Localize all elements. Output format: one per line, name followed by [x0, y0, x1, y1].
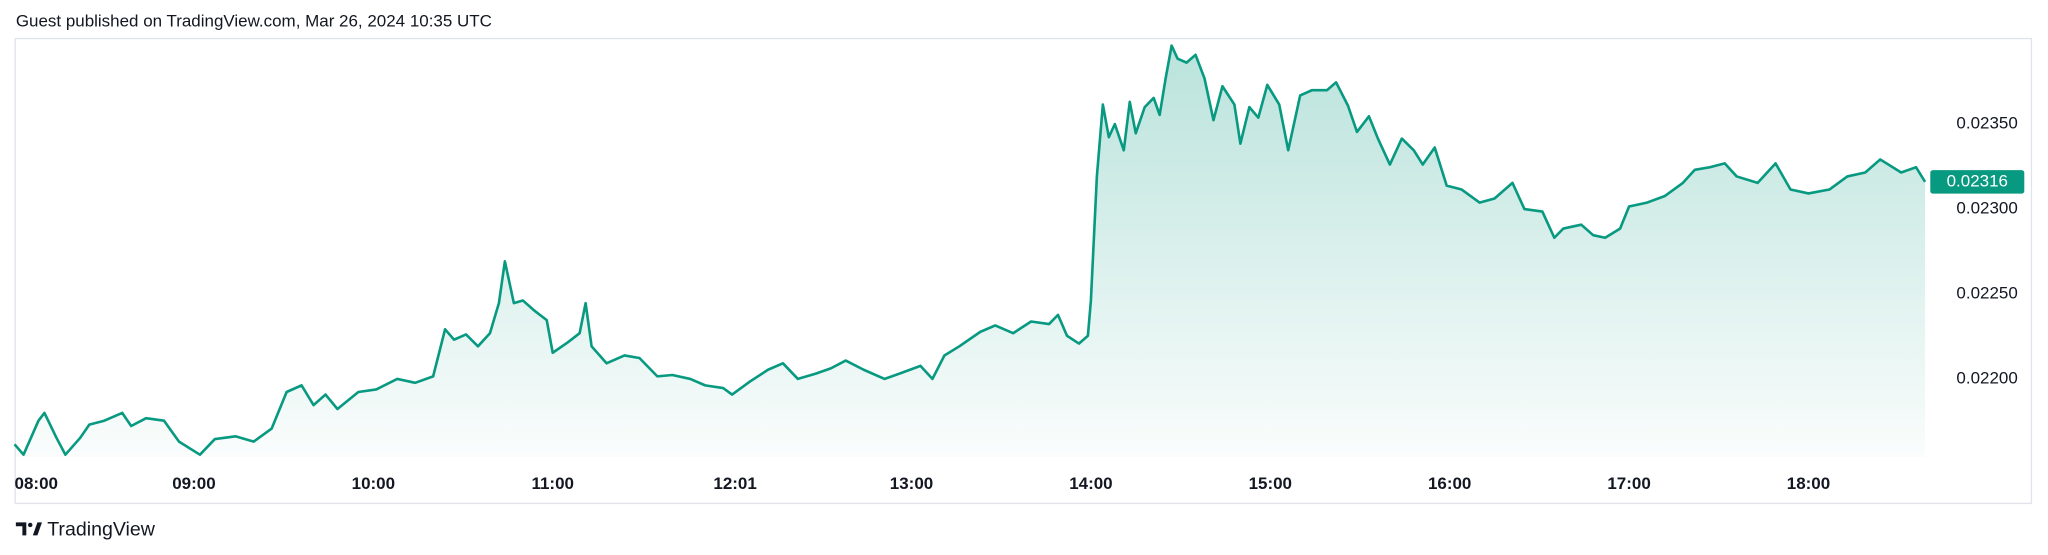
x-tick-label: 15:00: [1249, 474, 1292, 493]
brand-name: TradingView: [47, 518, 156, 540]
area-fill: [14, 45, 1926, 458]
x-tick-label: 10:00: [352, 474, 395, 493]
y-tick-label: 0.02350: [1956, 114, 2017, 133]
last-price-badge: [1930, 170, 2025, 194]
y-tick-label: 0.02300: [1956, 199, 2017, 218]
y-tick-label: 0.02200: [1956, 368, 2017, 387]
x-tick-label: 09:00: [172, 474, 215, 493]
x-tick-label: 14:00: [1069, 474, 1112, 493]
chart-frame: [14, 37, 2033, 505]
x-tick-label: 12:01: [713, 474, 756, 493]
publish-header: Guest published on TradingView.com, Mar …: [16, 12, 492, 31]
x-tick-label: 13:00: [890, 474, 933, 493]
x-tick-label: 11:00: [531, 474, 573, 493]
brand-logo: [15, 522, 42, 536]
x-tick-label: 17:00: [1607, 474, 1650, 493]
x-tick-label: 16:00: [1428, 474, 1471, 493]
x-tick-label: 08:00: [15, 474, 58, 493]
y-tick-label: 0.02250: [1956, 283, 2017, 302]
last-price-label: 0.02316: [1947, 171, 2008, 190]
plot: 0.02200 0.02250 0.02300 0.02350 08:00 09:00 10…: [13, 44, 2025, 493]
price-line: [13, 44, 1927, 456]
x-tick-label: 18:00: [1787, 474, 1830, 493]
